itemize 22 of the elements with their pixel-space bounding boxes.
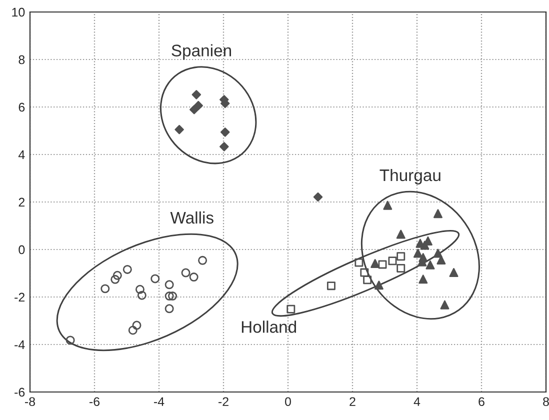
x-tick-label: -2 bbox=[218, 397, 228, 406]
series-label: Holland bbox=[242, 320, 296, 333]
y-tick-label: -4 bbox=[14, 340, 25, 350]
text: Spanien bbox=[172, 44, 231, 60]
x-tick-label: 2 bbox=[350, 397, 356, 406]
y-tick-label: 10 bbox=[12, 8, 25, 17]
y-tick-label: -2 bbox=[14, 292, 25, 302]
y-tick-label: 2 bbox=[18, 198, 25, 207]
x-tick-label: -6 bbox=[90, 397, 100, 406]
text: Wallis bbox=[170, 211, 214, 224]
x-tick-label: -4 bbox=[154, 397, 164, 406]
series-label: Thurgau bbox=[380, 168, 440, 184]
x-tick-label: -8 bbox=[25, 397, 36, 406]
x-tick-label: 4 bbox=[414, 397, 420, 406]
y-tick-label: 4 bbox=[18, 150, 25, 160]
y-tick-label: 0 bbox=[18, 245, 25, 254]
y-tick-label: 6 bbox=[18, 102, 25, 112]
x-tick-label: 6 bbox=[478, 397, 484, 406]
y-tick-label: 8 bbox=[18, 55, 25, 64]
y-tick-label: -6 bbox=[14, 388, 25, 397]
x-tick-label: 8 bbox=[543, 397, 549, 406]
x-tick-label: 0 bbox=[285, 397, 291, 406]
